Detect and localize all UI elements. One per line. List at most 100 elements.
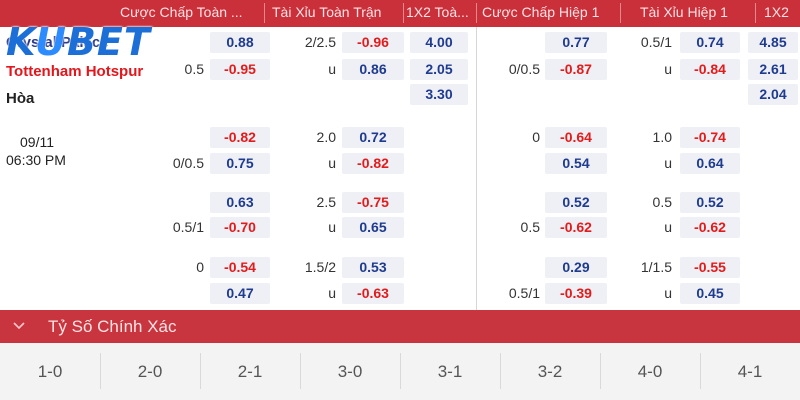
odds-cell[interactable]: -0.87 [545,59,607,80]
header-handicap-full[interactable]: Cược Chấp Toàn ... [120,4,243,20]
exact-score-row: 1-0 2-0 2-1 3-0 3-1 3-2 4-0 4-1 [0,343,800,400]
odds-cell[interactable]: 0.52 [680,192,740,213]
score-option[interactable]: 3-1 [437,362,463,381]
header-1x2-half[interactable]: 1X2 [764,4,789,20]
odds-cell[interactable]: -0.95 [210,59,270,80]
under-label: u [328,61,336,77]
odds-cell-1x2[interactable]: 2.04 [748,84,798,105]
odds-cell-1x2[interactable]: 3.30 [410,84,468,105]
odds-cell-1x2[interactable]: 4.00 [410,32,468,53]
header-separator [755,3,756,23]
total-line: 0.5 [652,194,672,210]
total-line: 2.5 [316,194,336,210]
score-option[interactable]: 3-2 [537,362,563,381]
under-label: u [328,155,336,171]
odds-cell[interactable]: 0.63 [210,192,270,213]
odds-cell[interactable]: -0.62 [545,217,607,238]
handicap-line: 0.5 [520,219,540,235]
odds-cell[interactable]: 0.47 [210,283,270,304]
odds-cell[interactable]: -0.55 [680,257,740,278]
odds-cell[interactable]: -0.84 [680,59,740,80]
handicap-line: 0 [532,129,540,145]
odds-cell[interactable]: -0.96 [342,32,404,53]
odds-cell[interactable]: 0.65 [342,217,404,238]
odds-cell[interactable]: -0.82 [342,153,404,174]
odds-cell[interactable]: 0.53 [342,257,404,278]
score-option[interactable]: 2-1 [237,362,263,381]
odds-header-bar: Cược Chấp Toàn ... Tài Xỉu Toàn Trận 1X2… [0,0,800,27]
odds-cell[interactable]: 0.72 [342,127,404,148]
score-option[interactable]: 3-0 [337,362,363,381]
header-over-under-full[interactable]: Tài Xỉu Toàn Trận [272,4,382,20]
score-separator [200,353,201,389]
match-time: 06:30 PM [6,152,66,168]
odds-cell[interactable]: 0.29 [545,257,607,278]
odds-cell[interactable]: -0.39 [545,283,607,304]
under-label: u [664,61,672,77]
score-option[interactable]: 4-0 [637,362,663,381]
handicap-line: 0/0.5 [508,61,540,77]
under-label: u [664,285,672,301]
odds-cell[interactable]: 0.77 [545,32,607,53]
handicap-line: 0.5/1 [172,219,204,235]
odds-cell[interactable]: -0.63 [342,283,404,304]
total-line: 2/2.5 [304,34,336,50]
under-label: u [328,285,336,301]
odds-cell[interactable]: 0.86 [342,59,404,80]
handicap-line: 0 [196,259,204,275]
score-separator [400,353,401,389]
odds-cell[interactable]: 0.64 [680,153,740,174]
half-divider [476,27,477,310]
odds-cell[interactable]: -0.70 [210,217,270,238]
odds-cell[interactable]: -0.74 [680,127,740,148]
score-option[interactable]: 4-1 [737,362,763,381]
total-line: 1.5/2 [304,259,336,275]
odds-cell[interactable]: 0.74 [680,32,740,53]
total-line: 2.0 [316,129,336,145]
header-separator [620,3,621,23]
home-team-name[interactable]: Crystal Palace [6,34,109,51]
total-line: 0.5/1 [640,34,672,50]
handicap-line: 0.5/1 [508,285,540,301]
header-separator [476,3,477,23]
odds-cell-1x2[interactable]: 4.85 [748,32,798,53]
total-line: 1.0 [652,129,672,145]
odds-cell[interactable]: 0.54 [545,153,607,174]
under-label: u [328,219,336,235]
under-label: u [664,219,672,235]
score-separator [600,353,601,389]
odds-cell-1x2[interactable]: 2.05 [410,59,468,80]
score-separator [700,353,701,389]
odds-cell[interactable]: -0.54 [210,257,270,278]
total-line: 1/1.5 [640,259,672,275]
score-option[interactable]: 1-0 [37,362,63,381]
away-team-name[interactable]: Tottenham Hotspur [6,63,144,80]
header-handicap-half[interactable]: Cược Chấp Hiệp 1 [482,4,600,20]
under-label: u [664,155,672,171]
odds-cell[interactable]: -0.75 [342,192,404,213]
header-separator [403,3,404,23]
odds-cell-1x2[interactable]: 2.61 [748,59,798,80]
odds-cell[interactable]: 0.88 [210,32,270,53]
draw-label: Hòa [6,90,35,107]
handicap-line: 0.5 [184,61,204,77]
header-separator [264,3,265,23]
odds-cell[interactable]: 0.75 [210,153,270,174]
odds-cell[interactable]: -0.64 [545,127,607,148]
odds-cell[interactable]: -0.62 [680,217,740,238]
score-separator [300,353,301,389]
kubet-logo-text: KUBET [6,20,151,64]
score-separator [100,353,101,389]
kubet-logo: KUBET [6,18,196,64]
exact-score-header[interactable]: Tỷ Số Chính Xác [0,310,800,343]
odds-cell[interactable]: -0.82 [210,127,270,148]
match-date: 09/11 [20,134,54,150]
exact-score-title: Tỷ Số Chính Xác [48,317,177,336]
score-option[interactable]: 2-0 [137,362,163,381]
handicap-line: 0/0.5 [172,155,204,171]
header-1x2-full[interactable]: 1X2 Toà... [406,4,469,20]
chevron-down-icon[interactable] [12,318,26,332]
odds-cell[interactable]: 0.45 [680,283,740,304]
header-over-under-half[interactable]: Tài Xỉu Hiệp 1 [640,4,728,20]
odds-cell[interactable]: 0.52 [545,192,607,213]
